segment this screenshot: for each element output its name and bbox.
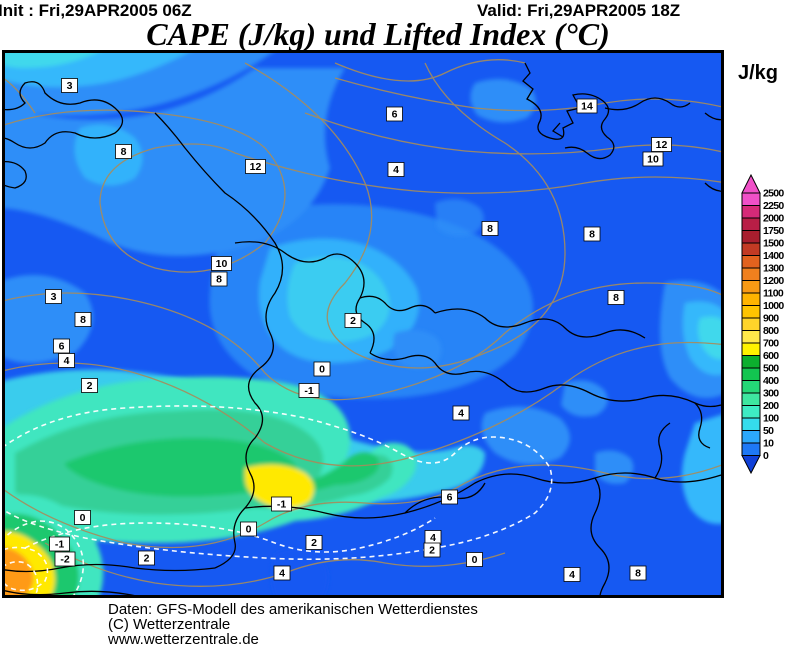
svg-text:400: 400 [763,375,779,387]
svg-text:1100: 1100 [763,288,784,300]
svg-text:1750: 1750 [763,225,784,237]
svg-text:2: 2 [429,545,435,557]
svg-text:4: 4 [64,355,70,367]
svg-text:2: 2 [87,380,93,392]
svg-text:-1: -1 [55,539,64,551]
svg-text:0: 0 [763,450,769,462]
svg-text:1000: 1000 [763,300,784,312]
svg-text:12: 12 [656,139,668,151]
svg-text:12: 12 [250,161,262,173]
svg-text:1500: 1500 [763,238,784,250]
svg-text:10: 10 [763,438,774,450]
svg-text:800: 800 [763,325,779,337]
svg-text:0: 0 [246,524,252,536]
svg-text:100: 100 [763,413,779,425]
svg-text:-2: -2 [60,554,69,566]
svg-text:10: 10 [647,154,659,166]
svg-text:14: 14 [581,101,593,113]
svg-text:500: 500 [763,363,779,375]
svg-text:8: 8 [635,568,641,580]
svg-text:2: 2 [311,537,317,549]
svg-text:0: 0 [472,554,478,566]
svg-text:2250: 2250 [763,200,784,212]
svg-text:1300: 1300 [763,263,784,275]
svg-text:200: 200 [763,400,779,412]
svg-text:4: 4 [430,532,436,544]
svg-text:900: 900 [763,313,779,325]
svg-text:1200: 1200 [763,275,784,287]
svg-text:4: 4 [569,569,575,581]
svg-text:2000: 2000 [763,213,784,225]
svg-text:8: 8 [121,146,127,158]
svg-text:4: 4 [458,408,464,420]
svg-text:2: 2 [144,553,150,565]
svg-text:10: 10 [216,258,228,270]
svg-text:-1: -1 [277,499,286,511]
svg-text:-1: -1 [304,385,313,397]
svg-text:0: 0 [80,512,86,524]
svg-text:4: 4 [393,164,399,176]
svg-text:4: 4 [279,568,285,580]
svg-text:2: 2 [350,315,356,327]
svg-text:6: 6 [447,492,453,504]
svg-text:8: 8 [80,314,86,326]
svg-text:8: 8 [487,223,493,235]
svg-text:600: 600 [763,350,779,362]
svg-text:700: 700 [763,338,779,350]
svg-text:1400: 1400 [763,250,784,262]
svg-text:3: 3 [67,80,73,92]
svg-text:3: 3 [51,291,57,303]
svg-text:6: 6 [59,341,65,353]
svg-text:8: 8 [589,229,595,241]
svg-text:8: 8 [216,274,222,286]
svg-text:50: 50 [763,425,774,437]
svg-text:8: 8 [613,292,619,304]
svg-text:2500: 2500 [763,188,784,200]
svg-text:6: 6 [392,109,398,121]
svg-text:300: 300 [763,388,779,400]
svg-text:0: 0 [319,364,325,376]
